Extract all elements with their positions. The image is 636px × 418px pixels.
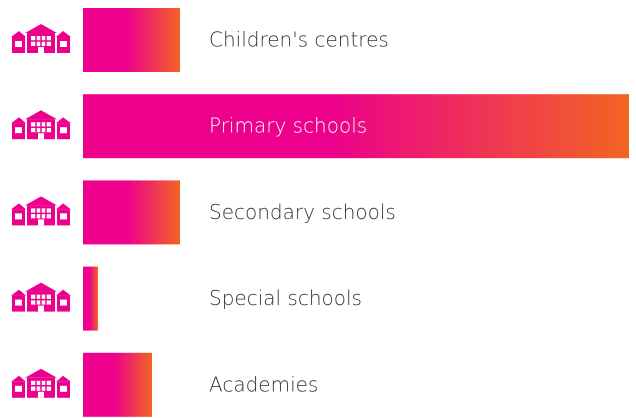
school-icon — [10, 368, 72, 399]
school-icon — [10, 109, 72, 140]
bar — [83, 352, 152, 417]
bar — [83, 8, 180, 72]
bar — [83, 180, 180, 245]
school-icon — [10, 281, 72, 313]
category-label: Children's centres — [209, 28, 389, 52]
school-icon — [10, 195, 72, 227]
category-label: Special schools — [209, 286, 362, 310]
category-label: Secondary schools — [209, 200, 396, 224]
category-label: Academies — [209, 372, 318, 396]
category-label: Primary schools — [209, 114, 367, 138]
bar — [83, 266, 98, 331]
school-icon — [10, 23, 72, 54]
bar — [83, 94, 629, 159]
